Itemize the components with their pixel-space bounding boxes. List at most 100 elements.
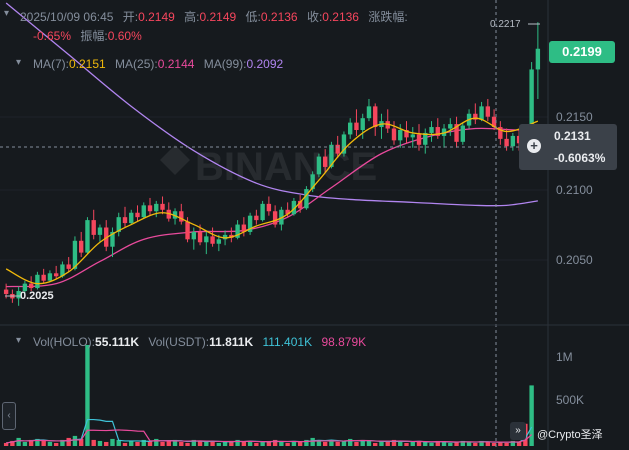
volume-bar bbox=[272, 439, 278, 446]
candle[interactable] bbox=[448, 118, 453, 136]
candle[interactable] bbox=[22, 280, 28, 296]
candle[interactable] bbox=[410, 127, 415, 148]
candle[interactable] bbox=[423, 128, 428, 154]
candle[interactable] bbox=[122, 206, 128, 228]
candle[interactable] bbox=[510, 132, 516, 151]
candle[interactable] bbox=[404, 121, 409, 144]
volume-bar bbox=[529, 385, 534, 446]
candle[interactable] bbox=[379, 113, 384, 139]
vol-collapse-icon[interactable]: ▾ bbox=[16, 335, 22, 346]
candle[interactable] bbox=[47, 270, 53, 283]
candle[interactable] bbox=[366, 98, 372, 122]
candle[interactable] bbox=[72, 236, 78, 271]
candle[interactable] bbox=[154, 200, 159, 218]
scroll-left-icon[interactable]: ‹ bbox=[2, 402, 16, 430]
volume-bar bbox=[172, 439, 178, 446]
candle[interactable] bbox=[179, 203, 184, 225]
candle[interactable] bbox=[241, 217, 247, 237]
candle[interactable] bbox=[473, 103, 478, 125]
volume-bar bbox=[398, 440, 403, 446]
candle[interactable] bbox=[266, 196, 272, 216]
candle[interactable] bbox=[141, 202, 146, 219]
candle[interactable] bbox=[204, 231, 209, 255]
volume-bar bbox=[491, 442, 497, 446]
candle[interactable] bbox=[191, 227, 196, 250]
volume-bar bbox=[16, 437, 21, 446]
candle[interactable] bbox=[235, 220, 240, 240]
candle[interactable] bbox=[66, 257, 71, 272]
candle[interactable] bbox=[416, 124, 422, 151]
candle[interactable] bbox=[53, 265, 59, 280]
candle[interactable] bbox=[110, 227, 115, 258]
candle[interactable] bbox=[360, 113, 365, 139]
candle[interactable] bbox=[429, 121, 434, 142]
candle[interactable] bbox=[535, 22, 541, 99]
candle[interactable] bbox=[254, 209, 259, 225]
candle[interactable] bbox=[79, 231, 84, 258]
vol-holo-value: 55.111K bbox=[95, 335, 140, 349]
volume-bar bbox=[366, 440, 372, 446]
volume-bar bbox=[141, 439, 146, 446]
volume-bar bbox=[35, 438, 40, 446]
candle[interactable] bbox=[485, 98, 491, 122]
volume-bar bbox=[160, 441, 165, 446]
candle[interactable] bbox=[348, 118, 353, 139]
candle[interactable] bbox=[460, 122, 465, 145]
candle[interactable] bbox=[354, 109, 359, 136]
volume-bar bbox=[360, 439, 365, 446]
collapse-icon[interactable]: ▾ bbox=[4, 8, 10, 19]
candle[interactable] bbox=[216, 234, 222, 252]
candle[interactable] bbox=[135, 205, 140, 222]
candle[interactable] bbox=[160, 196, 165, 215]
crosshair-price-box[interactable]: + 0.2131 -0.6063% bbox=[519, 124, 617, 170]
candle[interactable] bbox=[35, 271, 40, 290]
volume-bar bbox=[404, 442, 409, 446]
candle[interactable] bbox=[247, 212, 253, 235]
candle[interactable] bbox=[316, 153, 322, 178]
candle[interactable] bbox=[260, 200, 265, 222]
candle[interactable] bbox=[479, 101, 484, 122]
candle[interactable] bbox=[147, 197, 153, 216]
candle[interactable] bbox=[310, 171, 315, 193]
scroll-right-icon[interactable]: » bbox=[510, 422, 526, 440]
candle[interactable] bbox=[297, 195, 303, 213]
candle[interactable] bbox=[28, 276, 34, 292]
ohlc-line-2: -0.65% 振幅:0.60% bbox=[33, 29, 142, 43]
candle[interactable] bbox=[385, 109, 390, 133]
candle[interactable] bbox=[435, 118, 440, 139]
candle[interactable] bbox=[498, 121, 503, 145]
volume-bar bbox=[260, 441, 265, 446]
volume-bar bbox=[373, 442, 378, 446]
candle[interactable] bbox=[166, 202, 171, 222]
add-alert-icon[interactable]: + bbox=[527, 139, 541, 153]
volume-bar bbox=[441, 441, 447, 446]
volume-bar bbox=[154, 438, 159, 446]
volume-bar bbox=[429, 442, 434, 446]
candle[interactable] bbox=[454, 116, 459, 148]
candle[interactable] bbox=[85, 217, 90, 255]
candle[interactable] bbox=[229, 227, 234, 243]
volume-tick: 1M bbox=[556, 350, 573, 364]
candle[interactable] bbox=[341, 131, 347, 157]
candle[interactable] bbox=[441, 124, 447, 148]
candle[interactable] bbox=[322, 149, 328, 173]
candle[interactable] bbox=[116, 212, 121, 237]
candle[interactable] bbox=[373, 103, 378, 136]
volume-bar bbox=[348, 438, 353, 446]
candle[interactable] bbox=[304, 186, 309, 210]
candle[interactable] bbox=[97, 224, 103, 243]
volume-bar bbox=[454, 441, 459, 446]
ma25-value: 0.2144 bbox=[157, 57, 195, 71]
candle[interactable] bbox=[129, 209, 134, 225]
close-value: 0.2136 bbox=[322, 10, 359, 24]
candle[interactable] bbox=[104, 220, 109, 252]
ma-collapse-icon[interactable]: ▾ bbox=[16, 57, 22, 68]
candle[interactable] bbox=[291, 197, 297, 216]
candle[interactable] bbox=[272, 205, 278, 228]
candle[interactable] bbox=[41, 268, 46, 284]
candle[interactable] bbox=[210, 227, 215, 247]
candle[interactable] bbox=[91, 209, 96, 240]
current-price-tag: 0.2199 bbox=[549, 41, 615, 63]
candle[interactable] bbox=[391, 121, 397, 145]
